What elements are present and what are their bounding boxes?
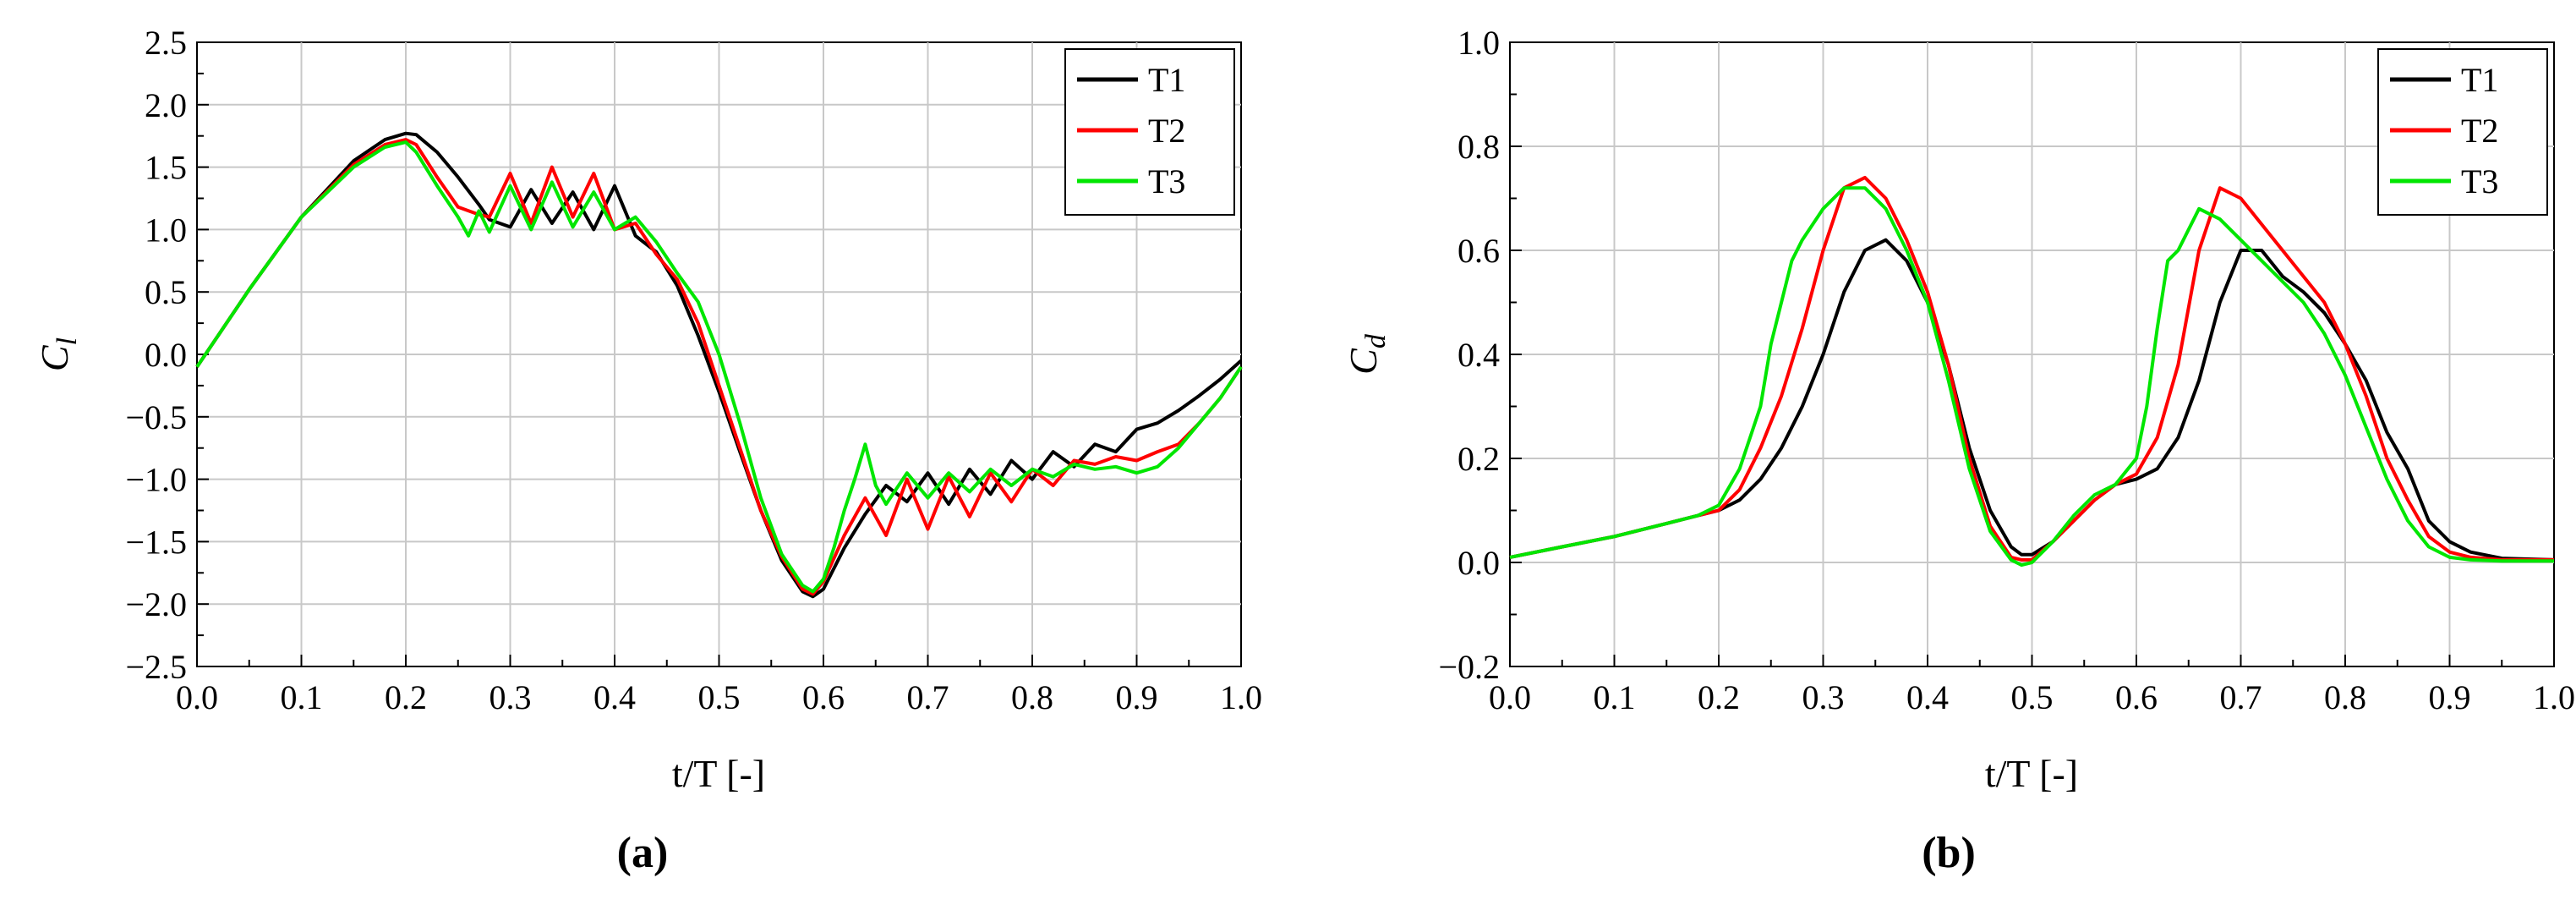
x-tick-label: 0.4 [1906, 678, 1949, 716]
panel-caption-a: (a) [617, 829, 669, 877]
y-axis-label: Cd [1342, 333, 1392, 375]
series-line-t2 [195, 138, 1243, 596]
legend-label-t2: T2 [2461, 112, 2498, 150]
x-tick-label: 0.2 [1698, 678, 1740, 716]
y-tick-label: −2.0 [125, 585, 187, 623]
legend: T1 T2 T3 [1064, 48, 1235, 216]
y-axis-label-main: C [1342, 348, 1385, 375]
x-tick-label: 0.2 [385, 678, 427, 716]
x-axis-label: t/T [-] [1985, 752, 2078, 795]
legend-label-t2: T2 [1148, 112, 1185, 150]
x-tick-label: 0.6 [2115, 678, 2158, 716]
series-line-t3 [1509, 186, 2554, 568]
legend-label-t1: T1 [1148, 61, 1185, 99]
series-line-t3 [195, 140, 1243, 594]
axis-ticks: 0.0 0.1 0.2 0.3 0.4 0.5 0.6 0.7 0.8 0.9 1.0−0.20.0… [1438, 24, 2575, 716]
x-tick-label: 0.3 [1802, 678, 1845, 716]
x-tick-label: 0.1 [1594, 678, 1636, 716]
x-tick-label: 0.6 [802, 678, 845, 716]
x-tick-label: 0.9 [2429, 678, 2471, 716]
y-tick-label: 0.5 [145, 273, 187, 311]
panel-caption-b: (b) [1922, 829, 1976, 877]
legend-label-t3: T3 [1148, 162, 1185, 200]
legend: T1 T2 T3 [2377, 48, 2548, 216]
y-tick-label: 2.5 [145, 24, 187, 62]
x-tick-label: 0.5 [2011, 678, 2054, 716]
x-axis-label: t/T [-] [672, 752, 765, 795]
y-tick-label: 0.2 [1458, 440, 1500, 478]
y-tick-label: −0.5 [125, 398, 187, 436]
y-axis-label-main: C [33, 344, 76, 371]
x-tick-label: 0.8 [1011, 678, 1053, 716]
x-tick-label: 0.7 [2220, 678, 2262, 716]
x-tick-label: 0.4 [593, 678, 636, 716]
x-tick-label: 0.9 [1116, 678, 1158, 716]
y-tick-label: 2.0 [145, 86, 187, 124]
axis-ticks: 0.0 0.1 0.2 0.3 0.4 0.5 0.6 0.7 0.8 0.9 1.0 −2.5 −2.… [125, 24, 1262, 716]
y-tick-label: −2.5 [125, 648, 187, 686]
x-tick-label: 0.0 [1489, 678, 1531, 716]
y-tick-label: 1.5 [145, 149, 187, 187]
grid-lines [197, 42, 1241, 666]
chart-panel-a: 0.0 0.1 0.2 0.3 0.4 0.5 0.6 0.7 0.8 0.9 1.0 −2.5 −2.… [33, 24, 1262, 795]
series-group [195, 131, 1243, 599]
y-tick-label: 1.0 [1458, 24, 1500, 62]
y-tick-label: −0.2 [1438, 648, 1500, 686]
x-tick-label: 0.0 [176, 678, 218, 716]
y-tick-label: 0.0 [1458, 544, 1500, 582]
x-tick-label: 0.8 [2324, 678, 2366, 716]
y-tick-label: 0.0 [145, 336, 187, 374]
y-tick-label: 0.8 [1458, 128, 1500, 166]
y-axis-label: Cl [33, 337, 83, 371]
y-axis-label-sub: l [52, 337, 83, 345]
x-tick-label: 1.0 [1220, 678, 1262, 716]
x-tick-label: 0.5 [698, 678, 741, 716]
y-tick-label: 0.6 [1458, 232, 1500, 270]
series-group [1509, 175, 2555, 568]
legend-label-t1: T1 [2461, 61, 2498, 99]
y-tick-label: 1.0 [145, 211, 187, 249]
y-tick-label: 0.4 [1458, 336, 1500, 374]
x-tick-label: 1.0 [2533, 678, 2575, 716]
x-tick-label: 0.7 [907, 678, 949, 716]
y-tick-label: −1.0 [125, 461, 187, 499]
x-tick-label: 0.1 [281, 678, 323, 716]
y-tick-label: −1.5 [125, 523, 187, 561]
y-axis-label-sub: d [1360, 333, 1392, 348]
chart-panel-b: 0.0 0.1 0.2 0.3 0.4 0.5 0.6 0.7 0.8 0.9 1.0−0.20.0… [1342, 24, 2575, 795]
x-tick-label: 0.3 [489, 678, 532, 716]
legend-label-t3: T3 [2461, 162, 2498, 200]
